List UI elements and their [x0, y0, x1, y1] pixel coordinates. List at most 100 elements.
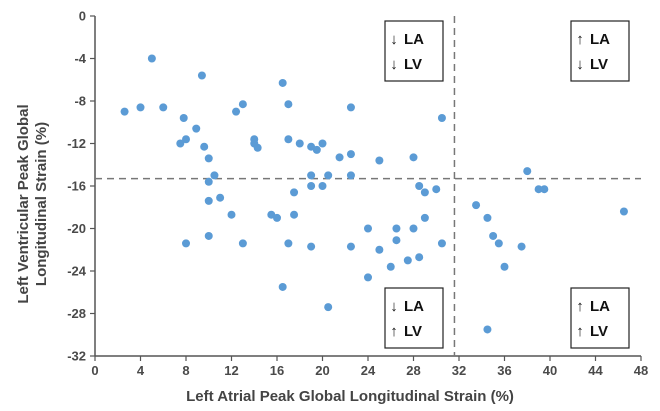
data-point [204, 177, 213, 186]
y-axis-ticks: 0 -4 -8 -12 -16 -20 -24 -28 -32 [67, 9, 95, 364]
quadrant-box-border [384, 287, 444, 349]
data-point [307, 182, 316, 190]
up-arrow-icon: ↑ [576, 323, 584, 340]
data-point [375, 245, 384, 254]
x-tick-label: 40 [543, 363, 557, 378]
quadrant-box-top-right: ↑ LA ↓ LV [570, 20, 630, 82]
quadrant-label: LV [590, 56, 608, 73]
y-tick-label: -8 [74, 94, 86, 109]
x-tick-label: 32 [452, 363, 466, 378]
quadrant-box-bottom-right: ↑ LA ↑ LV [570, 287, 630, 349]
y-tick-label: -28 [67, 306, 86, 321]
quadrant-legend-boxes: ↓ LA ↓ LV ↑ LA ↓ LV ↓ LA ↑ LV ↑ LA ↑ LV [384, 20, 630, 349]
data-point [415, 182, 424, 190]
data-point [147, 54, 156, 63]
x-tick-label: 8 [182, 363, 189, 378]
quadrant-label: LA [404, 31, 424, 48]
y-axis-title-line-2: Longitudinal Strain (%) [33, 122, 50, 286]
y-tick-label: -32 [67, 349, 86, 364]
quadrant-box-top-left: ↓ LA ↓ LV [384, 20, 444, 82]
data-point [523, 167, 532, 176]
data-point [409, 224, 418, 233]
data-point [483, 213, 492, 222]
up-arrow-icon: ↑ [390, 323, 398, 340]
data-point [494, 239, 503, 248]
data-point [437, 239, 446, 248]
data-point [392, 224, 401, 233]
data-point [420, 213, 429, 222]
data-point [403, 256, 412, 265]
data-point [483, 325, 492, 334]
y-axis-title: Left Ventricular Peak Global Longitudina… [15, 104, 50, 303]
x-tick-label: 4 [137, 363, 145, 378]
data-point [159, 103, 168, 112]
data-point [227, 210, 236, 219]
x-tick-label: 28 [406, 363, 420, 378]
data-point [176, 139, 185, 148]
quadrant-box-border [384, 20, 444, 82]
data-point [182, 135, 190, 144]
data-point [284, 135, 293, 144]
data-point [335, 153, 344, 162]
y-axis-title-line-1: Left Ventricular Peak Global [15, 104, 32, 303]
data-point [324, 303, 333, 312]
data-point [204, 154, 213, 163]
x-tick-label: 16 [270, 363, 284, 378]
down-arrow-icon: ↓ [576, 56, 584, 73]
y-tick-label: -16 [67, 179, 86, 194]
up-arrow-icon: ↑ [576, 298, 584, 315]
data-point [278, 78, 287, 87]
data-point [619, 207, 628, 216]
data-point [284, 239, 293, 248]
data-point [204, 196, 213, 205]
quadrant-label: LA [404, 298, 424, 315]
data-point [307, 171, 316, 180]
data-point [386, 262, 395, 271]
y-tick-label: -24 [67, 264, 87, 279]
data-point [238, 100, 247, 109]
data-point [192, 124, 201, 133]
data-point [312, 145, 321, 154]
data-point [273, 213, 281, 222]
quadrant-label: LA [590, 31, 610, 48]
down-arrow-icon: ↓ [390, 298, 398, 315]
data-point [346, 150, 355, 159]
data-point [346, 103, 355, 112]
data-point [534, 185, 543, 194]
data-point [437, 114, 446, 122]
data-point [415, 253, 424, 262]
data-point [278, 282, 287, 291]
data-point [238, 239, 247, 248]
quadrant-box-border [570, 287, 630, 349]
quadrant-label: LV [404, 56, 422, 73]
x-tick-label: 44 [588, 363, 603, 378]
data-point [179, 114, 188, 122]
data-point [324, 171, 333, 180]
data-point [295, 139, 304, 148]
x-tick-label: 36 [497, 363, 511, 378]
x-tick-label: 48 [634, 363, 648, 378]
plot-area: 0 4 8 12 16 20 24 28 32 36 40 44 48 0-4-8-12-16-20-2… [67, 9, 648, 379]
quadrant-label: LV [404, 323, 422, 340]
data-point [364, 224, 372, 233]
up-arrow-icon: ↑ [576, 31, 584, 48]
quadrant-box-border [570, 20, 630, 82]
data-point [364, 273, 372, 282]
quadrant-label: LA [590, 298, 610, 315]
data-point [182, 239, 190, 248]
data-point [420, 188, 429, 197]
x-tick-label: 12 [224, 363, 238, 378]
data-point [204, 231, 213, 240]
data-point [392, 236, 401, 245]
data-point [200, 142, 209, 151]
quadrant-label: LV [590, 323, 608, 340]
y-tick-label: 0 [79, 9, 86, 24]
data-point [210, 171, 219, 180]
data-point [409, 153, 418, 162]
data-point [517, 242, 526, 251]
y-tick-label: -20 [67, 221, 86, 236]
data-point [318, 182, 327, 190]
x-axis-ticks: 0 4 8 12 16 20 24 28 32 36 40 44 48 [91, 356, 648, 378]
